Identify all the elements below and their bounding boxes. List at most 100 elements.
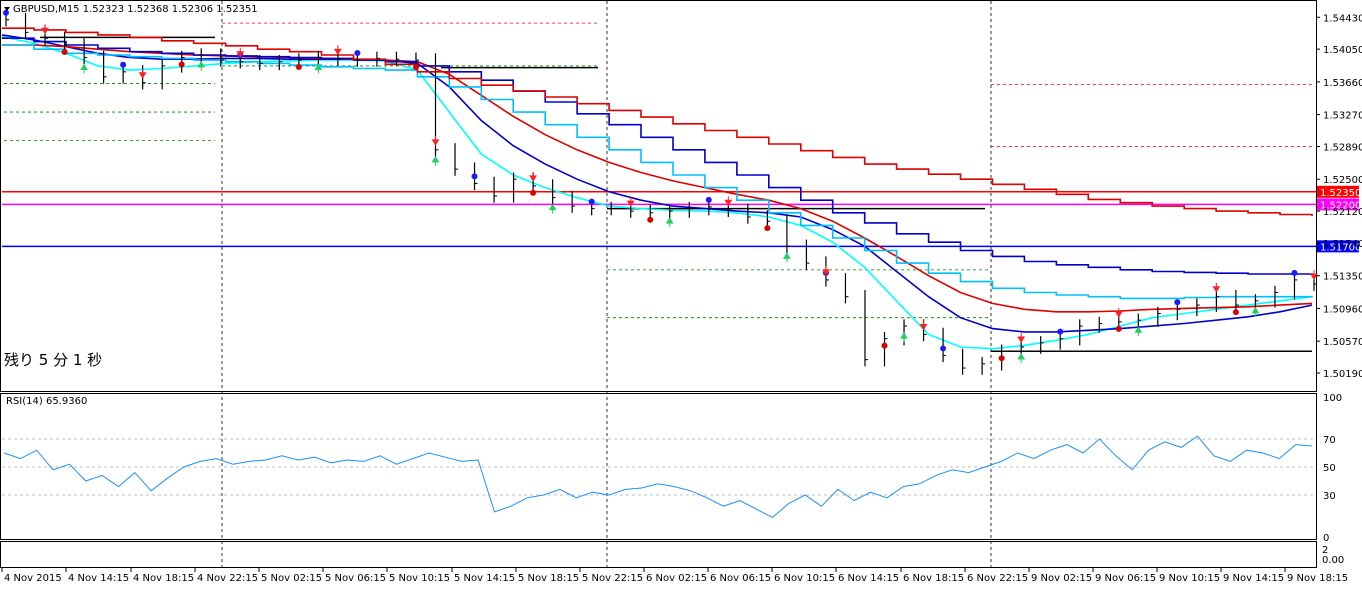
level-tag-label: 1.51700 (1320, 242, 1361, 253)
time-tick-label: 6 Nov 22:15 (967, 573, 1028, 584)
sell-arrow-icon (138, 68, 147, 79)
buy-arrow-icon (1134, 326, 1143, 337)
price-tick-label: 1.53660 (1323, 78, 1362, 89)
level-tag (1317, 198, 1359, 211)
signal-dot (764, 225, 771, 232)
time-tick-label: 6 Nov 02:15 (646, 573, 707, 584)
price-tick-label: 1.54050 (1323, 45, 1362, 56)
signal-dot (412, 64, 419, 71)
level-tag-label: 1.52200 (1320, 200, 1361, 211)
signal-dot (998, 355, 1005, 362)
time-tick-label: 5 Nov 06:15 (325, 573, 386, 584)
sell-arrow-icon (1017, 333, 1026, 344)
buy-arrow-icon (1017, 353, 1026, 364)
signal-dot (705, 196, 712, 203)
signal-dot (354, 50, 361, 57)
grid-layer (2, 1, 1316, 567)
sell-arrow-icon (529, 171, 537, 182)
symbol-header: GBPUSD,M15 1.52323 1.52368 1.52306 1.523… (13, 4, 258, 15)
sell-arrow-icon (1114, 307, 1123, 318)
price-tick-label: 1.51350 (1323, 272, 1362, 283)
signal-dot (120, 61, 127, 68)
series-line (2, 44, 1313, 300)
price-tick-label: 1.50570 (1323, 337, 1362, 348)
time-tick-label: 6 Nov 14:15 (838, 573, 899, 584)
rsi-tick-label: 100 (1323, 393, 1342, 404)
time-tick-label: 4 Nov 22:15 (197, 573, 258, 584)
time-tick-label: 5 Nov 22:15 (582, 573, 643, 584)
level-tag (1317, 240, 1359, 253)
series-line (2, 27, 1313, 217)
buy-arrow-icon (548, 203, 557, 214)
countdown-text: 残り 5 分 1 秒 (4, 351, 102, 369)
signal-dot (61, 48, 68, 55)
signal-dot (1174, 299, 1181, 306)
lower-tick-bottom: 0.00 (1322, 555, 1344, 566)
rsi-tick-label: 70 (1323, 435, 1336, 446)
buy-arrow-icon (80, 63, 88, 74)
time-tick-label: 6 Nov 06:15 (710, 573, 771, 584)
rsi-tick-label: 50 (1323, 463, 1336, 474)
axis-labels: 1.54430 1.54050 1.53660 1.53270 1.52890 1.525… (1, 13, 1362, 584)
rsi-tick-label: 0 (1323, 533, 1329, 544)
time-tick-label: 5 Nov 02:15 (261, 573, 322, 584)
rsi-tick-label: 30 (1323, 491, 1336, 502)
time-tick-label: 5 Nov 10:15 (389, 573, 450, 584)
time-tick-label: 9 Nov 02:15 (1031, 573, 1092, 584)
sell-arrow-icon (1212, 282, 1221, 293)
lower-tick-top: 2 (1322, 545, 1328, 556)
time-tick-label: 6 Nov 18:15 (903, 573, 964, 584)
time-tick-label: 5 Nov 18:15 (518, 573, 579, 584)
buy-arrow-icon (431, 155, 440, 166)
signal-dot (295, 64, 302, 71)
signal-dot (3, 9, 9, 16)
time-tick-label: 9 Nov 14:15 (1223, 573, 1284, 584)
signal-arrows (3, 9, 1318, 364)
level-tag (1317, 185, 1359, 198)
sell-arrow-icon (41, 24, 49, 35)
price-panel-frame (0, 0, 1317, 392)
price-tick-label: 1.54430 (1323, 13, 1362, 24)
rsi-line (3, 435, 1313, 518)
sell-arrow-icon (236, 47, 245, 58)
time-tick-label: 6 Nov 10:15 (774, 573, 835, 584)
price-tick-label: 1.52500 (1323, 175, 1362, 186)
dropdown-triangle-icon[interactable] (4, 7, 10, 11)
lower-panel-frame (0, 541, 1317, 568)
sell-arrow-icon (333, 45, 342, 56)
price-tick-label: 1.53270 (1323, 111, 1362, 122)
time-tick-label: 9 Nov 18:15 (1287, 573, 1348, 584)
price-tick-label: 1.51740 (1323, 239, 1362, 250)
time-tick-label: 5 Nov 14:15 (454, 573, 515, 584)
sell-arrow-icon (1310, 270, 1318, 281)
time-tick-label: 9 Nov 10:15 (1159, 573, 1220, 584)
time-tick-label: 9 Nov 06:15 (1095, 573, 1156, 584)
rsi-label: RSI(14) 65.9360 (6, 396, 87, 407)
signal-dot (1291, 269, 1298, 276)
time-tick-label: 4 Nov 18:15 (133, 573, 194, 584)
level-tag-label: 1.52350 (1320, 188, 1361, 199)
signal-dot (1115, 325, 1122, 332)
price-tick-label: 1.52890 (1323, 142, 1362, 153)
buy-arrow-icon (900, 332, 908, 343)
signal-dot (1232, 309, 1239, 316)
price-tick-label: 1.50190 (1323, 369, 1362, 380)
sell-arrow-icon (724, 196, 733, 207)
signal-dot (588, 198, 595, 205)
series-line (2, 37, 1313, 275)
signal-dot (940, 345, 947, 352)
sell-arrow-icon (626, 197, 635, 208)
signal-dot (530, 189, 537, 196)
time-tick-label: 4 Nov 2015 (4, 573, 62, 584)
buy-arrow-icon (314, 63, 323, 74)
signal-dot (471, 173, 478, 180)
buy-arrow-icon (665, 217, 674, 228)
signal-dot (881, 342, 888, 349)
buy-arrow-icon (783, 252, 791, 263)
sell-arrow-icon (431, 135, 440, 146)
buy-arrow-icon (197, 61, 206, 72)
rsi-indicator (3, 435, 1313, 518)
signal-dot (647, 216, 654, 223)
